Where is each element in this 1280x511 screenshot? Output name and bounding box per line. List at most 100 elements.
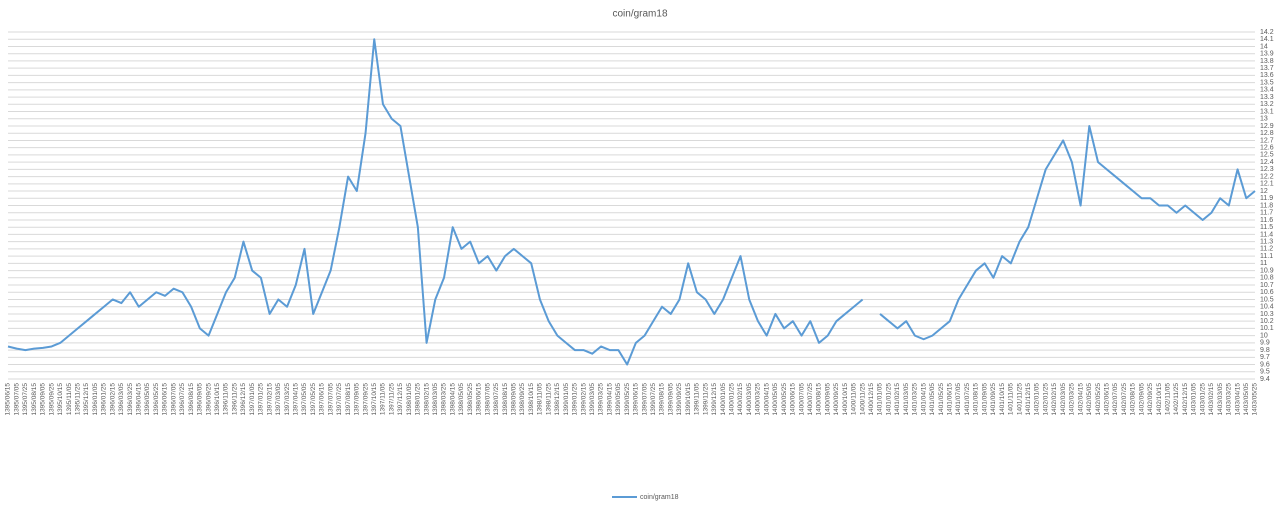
x-tick-label: 1399/11/25 — [702, 383, 709, 415]
x-tick-label: 1403/04/15 — [1234, 383, 1241, 416]
y-tick-label: 11.8 — [1260, 202, 1273, 209]
x-tick-label: 1400/02/15 — [737, 383, 744, 416]
x-tick-label: 1397/03/05 — [275, 383, 282, 416]
x-tick-label: 1395/08/15 — [31, 383, 38, 416]
x-tick-label: 1397/03/25 — [284, 383, 291, 416]
x-tick-label: 1401/06/15 — [947, 383, 954, 416]
x-tick-label: 1403/02/15 — [1208, 383, 1215, 416]
x-tick-label: 1397/05/05 — [301, 383, 308, 416]
x-tick-label: 1402/10/15 — [1156, 383, 1163, 416]
y-tick-label: 10.6 — [1260, 289, 1274, 296]
x-tick-label: 1401/01/25 — [885, 383, 892, 416]
x-tick-label: 1401/11/25 — [1016, 383, 1023, 415]
y-tick-label: 9.5 — [1260, 369, 1270, 376]
x-tick-label: 1397/04/15 — [292, 383, 299, 416]
x-tick-label: 1401/05/25 — [938, 383, 945, 416]
y-tick-label: 12.5 — [1260, 152, 1274, 159]
x-tick-label: 1402/07/05 — [1112, 383, 1119, 416]
x-tick-label: 1396/09/25 — [205, 383, 212, 416]
x-tick-label: 1400/03/05 — [746, 383, 753, 416]
x-tick-label: 1402/05/05 — [1086, 383, 1093, 416]
x-tick-label: 1401/08/15 — [973, 383, 980, 416]
x-tick-label: 1397/05/25 — [310, 383, 317, 416]
x-tick-label: 1398/06/15 — [476, 383, 483, 416]
chart-title: coin/gram18 — [612, 9, 667, 20]
x-tick-label: 1402/05/25 — [1095, 383, 1102, 416]
x-tick-label: 1403/01/05 — [1191, 383, 1198, 416]
x-tick-label: 1395/07/25 — [22, 383, 29, 416]
line — [879, 124, 1256, 341]
y-tick-label: 12.4 — [1260, 159, 1274, 166]
x-tick-label: 1402/07/25 — [1121, 383, 1128, 416]
x-tick-label: 1398/11/25 — [545, 383, 552, 415]
x-tick-label: 1397/08/15 — [345, 383, 352, 416]
y-tick-label: 10.8 — [1260, 275, 1274, 282]
y-tick-label: 11.4 — [1260, 231, 1273, 238]
x-tick-label: 1396/09/05 — [197, 383, 204, 416]
x-tick-label: 1399/12/15 — [711, 383, 718, 416]
x-tick-label: 1402/02/15 — [1051, 383, 1058, 416]
x-tick-label: 1403/01/25 — [1199, 383, 1206, 416]
x-tick-label: 1403/03/25 — [1226, 383, 1233, 416]
x-tick-label: 1395/07/05 — [13, 383, 20, 416]
x-tick-label: 1399/01/05 — [563, 383, 570, 416]
x-tick-label: 1396/11/05 — [223, 383, 230, 415]
x-tick-label: 1401/04/15 — [920, 383, 927, 416]
x-tick-label: 1400/07/25 — [807, 383, 814, 416]
y-tick-label: 11.5 — [1260, 224, 1273, 231]
y-tick-label: 10.4 — [1260, 304, 1274, 311]
x-tick-label: 1398/11/05 — [537, 383, 544, 415]
y-tick-label: 12.6 — [1260, 145, 1274, 152]
y-tick-label: 11.6 — [1260, 217, 1273, 224]
x-tick-label: 1397/07/05 — [327, 383, 334, 416]
x-tick-label: 1396/10/15 — [214, 383, 221, 416]
y-tick-label: 12 — [1260, 188, 1268, 195]
x-tick-label: 1400/05/25 — [781, 383, 788, 416]
x-tick-label: 1397/07/25 — [336, 383, 343, 416]
x-tick-label: 1395/06/15 — [5, 383, 12, 416]
x-tick-label: 1402/08/15 — [1130, 383, 1137, 416]
x-tick-label: 1399/05/25 — [624, 383, 631, 416]
x-tick-label: 1402/06/15 — [1103, 383, 1110, 416]
y-tick-label: 12.9 — [1260, 123, 1274, 130]
x-tick-label: 1398/10/15 — [528, 383, 535, 416]
x-tick-label: 1399/07/25 — [650, 383, 657, 416]
y-tick-label: 12.7 — [1260, 137, 1274, 144]
x-tick-label: 1395/11/25 — [74, 383, 81, 415]
x-tick-label: 1399/04/15 — [606, 383, 613, 416]
line — [7, 38, 864, 366]
y-tick-label: 13 — [1260, 116, 1268, 123]
x-tick-label: 1401/09/05 — [981, 383, 988, 416]
x-tick-label: 1398/09/25 — [519, 383, 526, 416]
x-tick-label: 1400/09/05 — [824, 383, 831, 416]
x-tick-label: 1397/11/05 — [380, 383, 387, 415]
x-tick-label: 1396/02/15 — [109, 383, 116, 416]
x-tick-label: 1398/03/05 — [432, 383, 439, 416]
x-tick-label: 1398/07/25 — [493, 383, 500, 416]
x-tick-label: 1400/03/25 — [755, 383, 762, 416]
x-tick-label: 1401/03/05 — [903, 383, 910, 416]
y-tick-label: 10.5 — [1260, 296, 1274, 303]
x-tick-label: 1396/06/15 — [162, 383, 169, 416]
y-tick-label: 9.4 — [1260, 376, 1270, 383]
y-tick-label: 11.9 — [1260, 195, 1273, 202]
x-tick-label: 1397/06/15 — [319, 383, 326, 416]
y-tick-label: 14 — [1260, 43, 1268, 50]
y-tick-label: 9.9 — [1260, 340, 1270, 347]
x-tick-label: 1396/05/25 — [153, 383, 160, 416]
x-tick-label: 1401/10/15 — [999, 383, 1006, 416]
y-tick-label: 10.7 — [1260, 282, 1274, 289]
x-tick-label: 1398/07/05 — [484, 383, 491, 416]
x-tick-label: 1395/09/25 — [48, 383, 55, 416]
x-tick-label: 1401/05/05 — [929, 383, 936, 416]
y-tick-label: 13.4 — [1260, 87, 1274, 94]
x-tick-label: 1401/02/15 — [894, 383, 901, 416]
x-tick-label: 1396/11/25 — [231, 383, 238, 415]
x-tick-label: 1402/09/25 — [1147, 383, 1154, 416]
x-tick-label: 1396/07/25 — [179, 383, 186, 416]
y-tick-label: 10 — [1260, 332, 1268, 339]
y-tick-label: 10.1 — [1260, 325, 1274, 332]
x-tick-label: 1401/03/25 — [912, 383, 919, 416]
x-tick-label: 1398/04/15 — [449, 383, 456, 416]
